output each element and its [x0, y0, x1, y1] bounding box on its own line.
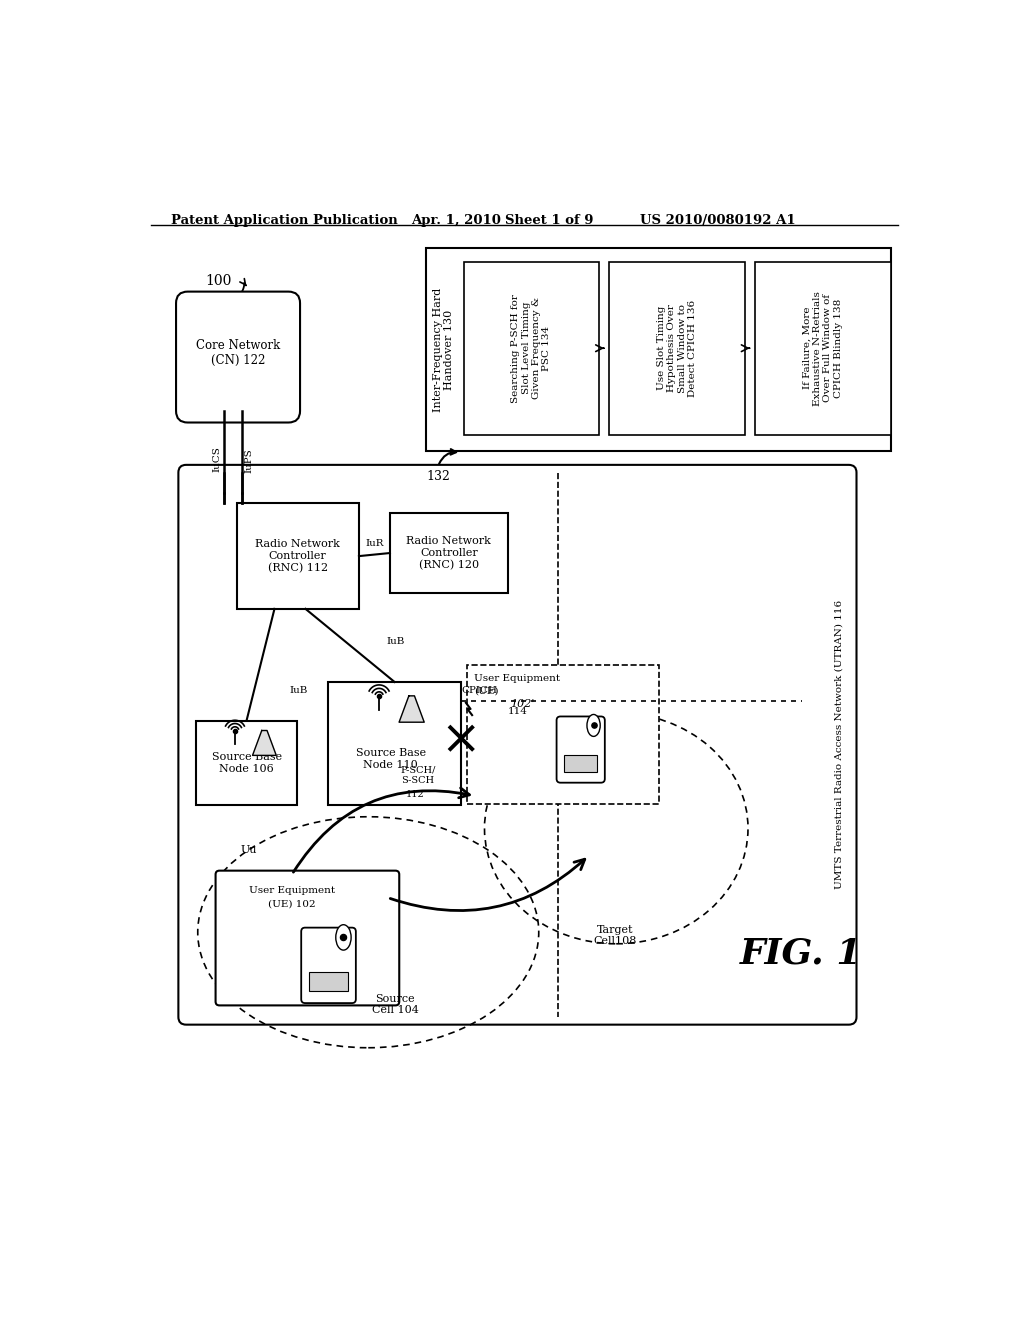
Text: Sheet 1 of 9: Sheet 1 of 9 — [506, 214, 594, 227]
Bar — [564, 755, 597, 771]
FancyBboxPatch shape — [178, 465, 856, 1024]
Text: Radio Network
Controller
(RNC) 112: Radio Network Controller (RNC) 112 — [255, 540, 340, 573]
Text: Patent Application Publication: Patent Application Publication — [171, 214, 397, 227]
Bar — [467, 665, 658, 804]
FancyBboxPatch shape — [176, 292, 300, 422]
Text: 114: 114 — [508, 708, 527, 717]
Bar — [390, 512, 508, 594]
Text: Inter-Frequency Hard
Handover 130: Inter-Frequency Hard Handover 130 — [432, 288, 455, 412]
Bar — [237, 503, 359, 609]
Text: Use Slot Timing
Hypothesis Over
Small Window to
Detect CPICH 136: Use Slot Timing Hypothesis Over Small Wi… — [657, 300, 697, 397]
Bar — [197, 721, 297, 805]
FancyBboxPatch shape — [216, 871, 399, 1006]
Text: UMTS Terrestrial Radio Access Network (UTRAN) 116: UMTS Terrestrial Radio Access Network (U… — [835, 601, 844, 890]
Bar — [464, 261, 599, 434]
Bar — [309, 972, 348, 991]
Bar — [755, 261, 891, 434]
Text: IuR: IuR — [366, 540, 384, 548]
Text: 102': 102' — [510, 700, 535, 709]
Bar — [426, 248, 891, 451]
Polygon shape — [399, 696, 424, 722]
Text: (UE) 102: (UE) 102 — [268, 899, 315, 908]
Text: CPICH: CPICH — [461, 686, 498, 696]
FancyBboxPatch shape — [301, 928, 356, 1003]
Ellipse shape — [587, 714, 600, 737]
Text: IuB: IuB — [289, 686, 307, 694]
Text: IuB: IuB — [387, 638, 406, 647]
Text: Target
Cell108: Target Cell108 — [593, 924, 636, 946]
Text: Source Base
Node 110: Source Base Node 110 — [355, 748, 426, 770]
Text: (UE): (UE) — [474, 686, 498, 696]
FancyBboxPatch shape — [557, 717, 605, 783]
Text: Uu: Uu — [241, 845, 257, 855]
Text: 100: 100 — [206, 275, 231, 288]
Text: FIG. 1: FIG. 1 — [740, 936, 863, 970]
Text: Apr. 1, 2010: Apr. 1, 2010 — [411, 214, 501, 227]
Text: If Failure, More
Exhaustive N-Retrials
Over Full Window of
CPICH Blindly 138: If Failure, More Exhaustive N-Retrials O… — [803, 290, 843, 405]
Text: 112: 112 — [406, 789, 424, 799]
Bar — [609, 261, 744, 434]
Text: IuPS: IuPS — [245, 447, 253, 473]
Text: User Equipment: User Equipment — [249, 886, 335, 895]
Bar — [328, 682, 461, 805]
Text: 132: 132 — [426, 470, 451, 483]
Text: IuCS: IuCS — [213, 446, 222, 471]
Ellipse shape — [336, 925, 351, 950]
Text: P-SCH/
S-SCH: P-SCH/ S-SCH — [400, 766, 436, 784]
Text: Radio Network
Controller
(RNC) 120: Radio Network Controller (RNC) 120 — [407, 536, 492, 570]
Polygon shape — [253, 730, 276, 755]
Text: Core Network
(CN) 122: Core Network (CN) 122 — [196, 339, 281, 367]
Text: User Equipment: User Equipment — [474, 675, 560, 684]
Text: Searching P-SCH for
Slot Level Timing
Given Frequency &
PSC 134: Searching P-SCH for Slot Level Timing Gi… — [511, 294, 552, 403]
Text: US 2010/0080192 A1: US 2010/0080192 A1 — [640, 214, 795, 227]
Text: Source Base
Node 106: Source Base Node 106 — [212, 752, 282, 774]
Text: Source
Cell 104: Source Cell 104 — [372, 994, 419, 1015]
